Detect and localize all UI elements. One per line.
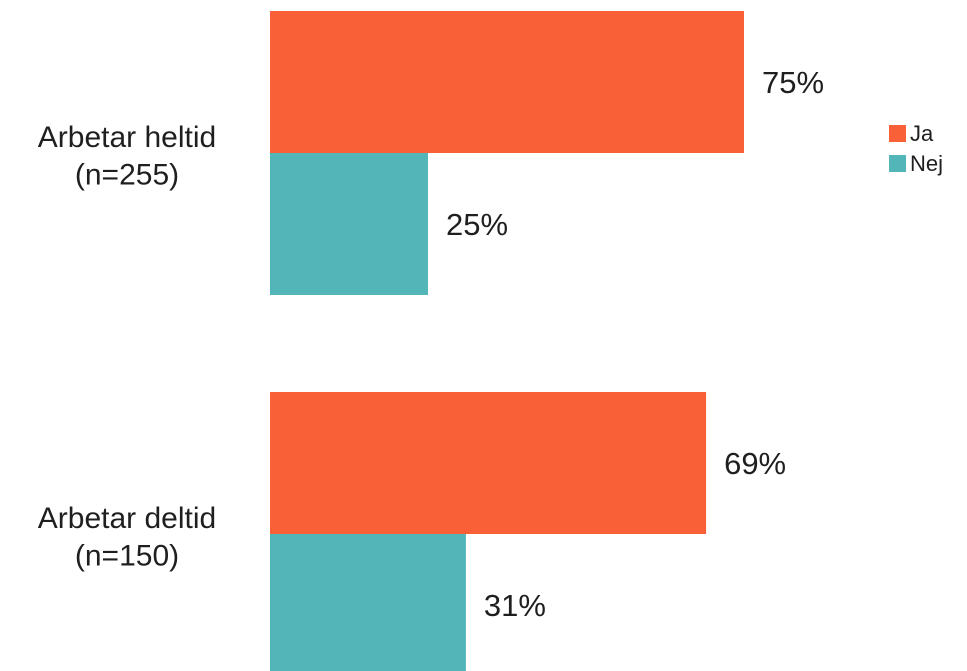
- legend-label-nej: Nej: [910, 151, 943, 176]
- bar-ja: [270, 392, 707, 534]
- value-labels: 75% 25% 69% 31%: [446, 65, 824, 623]
- category-label: Arbetar heltid (n=255): [38, 121, 216, 192]
- bar-nej: [270, 153, 428, 295]
- legend-swatch-nej: [889, 155, 906, 172]
- bar-ja: [270, 11, 744, 153]
- category-label-line: Arbetar deltid: [38, 502, 216, 535]
- bars: [270, 11, 744, 671]
- data-label-nej: 31%: [484, 588, 546, 623]
- legend: Ja Nej: [889, 121, 943, 176]
- category-label-line: (n=150): [75, 540, 179, 573]
- bar-nej: [270, 534, 466, 671]
- category-label-line: Arbetar heltid: [38, 121, 216, 154]
- category-label: Arbetar deltid (n=150): [38, 502, 216, 573]
- category-labels: Arbetar heltid (n=255) Arbetar deltid (n=15…: [38, 121, 216, 573]
- legend-swatch-ja: [889, 125, 906, 142]
- category-label-line: (n=255): [75, 159, 179, 192]
- data-label-ja: 69%: [724, 446, 786, 481]
- legend-label-ja: Ja: [910, 121, 934, 146]
- data-label-nej: 25%: [446, 207, 508, 242]
- data-label-ja: 75%: [762, 65, 824, 100]
